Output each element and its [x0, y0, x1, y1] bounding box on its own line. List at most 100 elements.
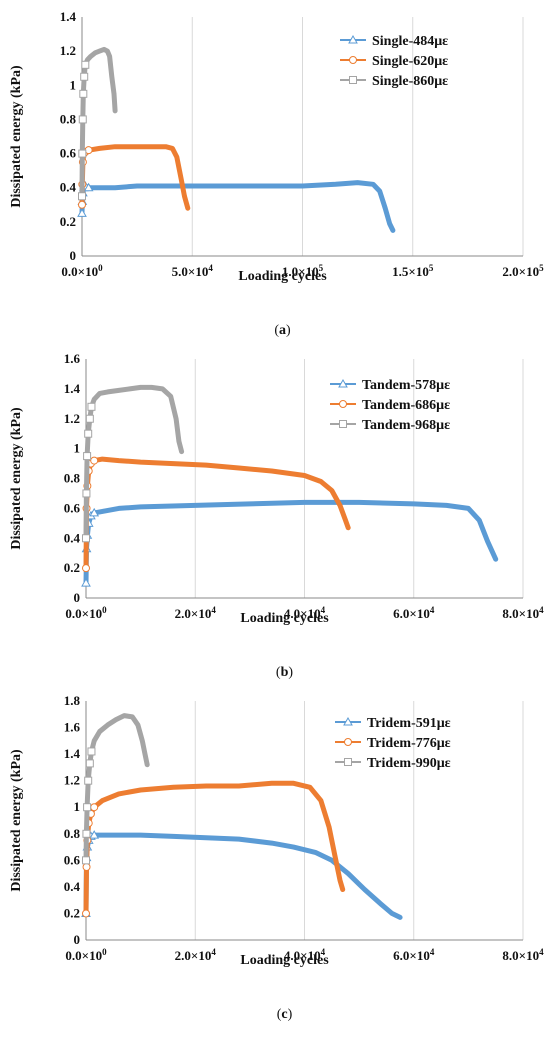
data-point	[89, 830, 100, 839]
y-tick-label: 0.6	[64, 852, 81, 867]
panel-caption: (a)	[274, 323, 291, 338]
x-tick-label: 0.0×100	[65, 947, 107, 963]
data-point	[78, 149, 87, 158]
series-line	[79, 144, 191, 211]
legend-label: Tandem-578με	[362, 378, 450, 393]
x-tick-label: 6.0×104	[393, 947, 435, 963]
y-tick-label: 0	[74, 932, 81, 947]
data-point	[82, 564, 90, 573]
data-point	[78, 192, 86, 201]
y-axis-label: Dissipated energy (kPa)	[9, 65, 24, 208]
legend-label: Tridem-591με	[367, 716, 451, 731]
data-point	[82, 862, 91, 871]
legend-marker	[339, 400, 347, 408]
x-axis-label: Loading cycles	[240, 611, 329, 626]
data-point	[83, 452, 92, 461]
chart-a: 0 0.2 0.4 0.6 0.8 1 1.2 1.4 0.0×100 5.0×104 1.0×10…	[9, 9, 544, 338]
data-point	[80, 72, 89, 81]
legend: Tridem-591με Tridem-776με Tridem-990με	[335, 716, 451, 771]
data-point	[83, 182, 94, 192]
y-tick-label: 1.4	[64, 746, 81, 761]
legend-label: Tridem-990με	[367, 756, 451, 771]
data-point	[83, 803, 92, 812]
y-tick-label: 1.8	[64, 693, 81, 708]
data-point	[87, 402, 96, 411]
y-tick-label: 1.4	[64, 381, 81, 396]
y-tick-label: 0	[70, 248, 77, 263]
data-point	[82, 856, 90, 865]
y-tick-label: 0.6	[64, 500, 81, 515]
series-line	[83, 456, 351, 571]
data-point	[77, 208, 87, 217]
data-point	[81, 578, 91, 587]
data-point	[78, 200, 86, 209]
x-axis-label: Loading cycles	[240, 953, 329, 968]
y-tick-label: 1.6	[64, 720, 81, 735]
legend-label: Tandem-968με	[362, 418, 450, 433]
legend: Tandem-578με Tandem-686με Tandem-968με	[330, 378, 450, 433]
y-tick-label: 1.4	[60, 9, 77, 24]
x-tick-label: 4.0×104	[284, 947, 326, 963]
y-tick-label: 0.2	[60, 214, 76, 229]
x-tick-label: 5.0×104	[172, 263, 214, 279]
series-Single-484με	[77, 180, 396, 233]
legend-marker	[344, 738, 352, 746]
legend-marker	[348, 34, 358, 44]
x-tick-label: 4.0×104	[284, 605, 326, 621]
data-point	[82, 534, 90, 543]
x-tick-label: 2.0×105	[502, 263, 544, 279]
legend-marker	[338, 378, 348, 388]
x-tick-label: 1.5×105	[392, 263, 434, 279]
y-tick-label: 0.6	[60, 146, 77, 161]
x-tick-label: 0.0×100	[61, 263, 103, 279]
data-point	[85, 414, 94, 423]
y-tick-label: 0.4	[64, 879, 81, 894]
series-Tridem-591με	[81, 830, 403, 920]
series-Tandem-968με	[82, 384, 185, 543]
panel-caption: (b)	[276, 665, 293, 680]
data-point	[87, 747, 96, 756]
x-tick-label: 8.0×104	[502, 947, 544, 963]
series-line	[79, 180, 396, 233]
data-point	[85, 759, 94, 768]
data-point	[82, 909, 90, 918]
legend-label: Single-860με	[372, 74, 448, 89]
x-tick-label: 0.0×100	[65, 605, 107, 621]
y-tick-label: 1	[74, 799, 81, 814]
legend: Single-484με Single-620με Single-860με	[340, 34, 448, 89]
legend-marker	[339, 420, 347, 428]
data-point	[79, 89, 88, 98]
series-line	[79, 46, 118, 199]
series-Single-620με	[78, 144, 191, 211]
legend-label: Single-620με	[372, 54, 448, 69]
data-point	[81, 60, 90, 69]
chart-c: 0 0.2 0.4 0.6 0.8 1 1.2 1.4 1.6 1.8 0.0×100 2.0×104…	[9, 693, 544, 1022]
y-tick-label: 1	[70, 77, 77, 92]
legend-marker	[343, 716, 353, 726]
y-axis-label: Dissipated energy (kPa)	[9, 407, 24, 550]
series-line	[83, 832, 403, 920]
series-Tridem-990με	[82, 713, 150, 865]
data-point	[89, 507, 100, 517]
series-Single-860με	[78, 46, 118, 201]
data-point	[82, 829, 91, 838]
legend-label: Tridem-776με	[367, 736, 451, 751]
x-tick-label: 2.0×104	[175, 605, 217, 621]
legend-label: Tandem-686με	[362, 398, 450, 413]
y-tick-label: 1.2	[64, 411, 80, 426]
x-axis-label: Loading cycles	[238, 269, 327, 284]
data-point	[82, 489, 91, 498]
series-Tandem-686με	[82, 456, 351, 573]
y-tick-label: 1.2	[60, 43, 76, 58]
x-tick-label: 6.0×104	[393, 605, 435, 621]
y-tick-label: 0	[74, 590, 81, 605]
y-tick-label: 1.2	[64, 773, 80, 788]
series-line	[83, 713, 150, 863]
data-point	[84, 429, 93, 438]
data-point	[90, 456, 99, 465]
y-tick-label: 0.2	[64, 560, 80, 575]
y-tick-label: 1.6	[64, 351, 81, 366]
data-point	[78, 115, 87, 124]
